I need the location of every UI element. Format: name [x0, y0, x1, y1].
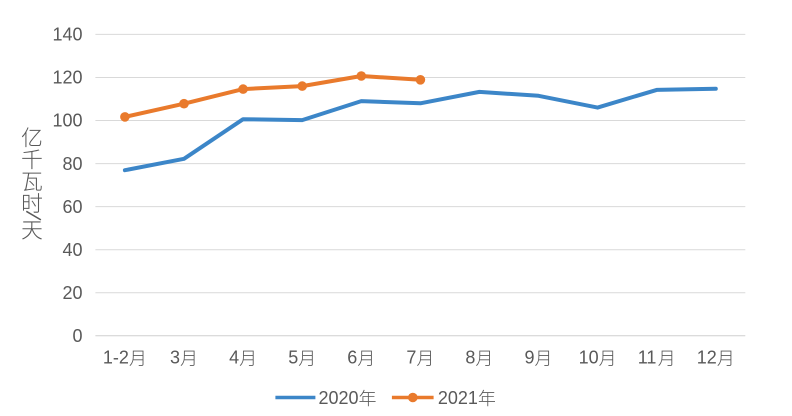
svg-text:40: 40: [62, 240, 82, 260]
svg-text:4: 4: [229, 348, 239, 368]
svg-text:8: 8: [465, 348, 475, 368]
svg-text:10: 10: [579, 348, 599, 368]
svg-text:140: 140: [52, 25, 82, 45]
svg-text:60: 60: [62, 197, 82, 217]
svg-text:2021: 2021: [438, 388, 478, 408]
svg-text:1-2: 1-2: [103, 348, 129, 368]
svg-text:12: 12: [697, 348, 717, 368]
svg-text:9: 9: [525, 348, 535, 368]
svg-text:0: 0: [72, 326, 82, 346]
svg-text:20: 20: [62, 283, 82, 303]
svg-text:2020: 2020: [319, 388, 359, 408]
svg-text:80: 80: [62, 154, 82, 174]
svg-text:11: 11: [638, 348, 657, 368]
svg-text:120: 120: [52, 68, 82, 88]
svg-text:7: 7: [406, 348, 416, 368]
svg-text:3: 3: [170, 348, 180, 368]
svg-text:100: 100: [52, 111, 82, 131]
svg-text:5: 5: [288, 348, 298, 368]
svg-text:6: 6: [347, 348, 357, 368]
